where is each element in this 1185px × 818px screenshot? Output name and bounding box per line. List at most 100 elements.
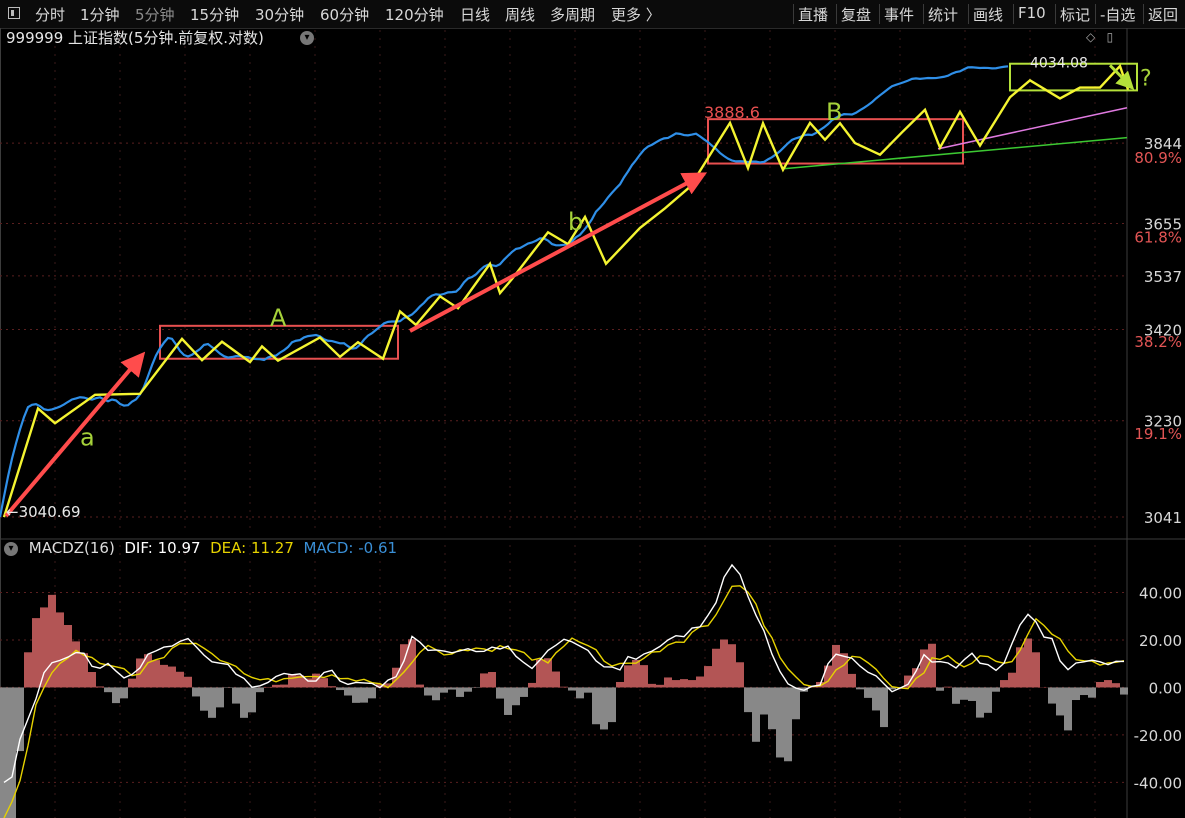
macd-bar	[960, 687, 968, 700]
macd-bar	[848, 673, 856, 688]
tab-1[interactable]: 1分钟	[80, 6, 120, 24]
macd-name: MACDZ(16)	[28, 539, 115, 557]
tab-separator	[968, 4, 969, 24]
macd-bar	[944, 686, 952, 688]
tab-3[interactable]: 15分钟	[190, 6, 240, 24]
function-tab-7[interactable]: -自选	[1100, 6, 1136, 24]
function-tab-3[interactable]: 统计	[928, 6, 959, 24]
tab-9[interactable]: 多周期	[550, 6, 596, 24]
macd-bar	[88, 672, 96, 688]
macd-bar	[448, 687, 456, 690]
window-controls[interactable]: ◇ ▯	[1086, 30, 1114, 44]
macd-bar	[1072, 687, 1080, 701]
macd-bar	[256, 687, 264, 693]
macd-bar	[648, 683, 656, 688]
macd-bar	[480, 673, 488, 688]
macd-bar	[344, 687, 352, 696]
macd-header: MACDZ(16) DIF: 10.97 DEA: 11.27 MACD: -0…	[6, 539, 397, 557]
fib-level-label: 61.8%	[1134, 229, 1182, 247]
macd-bar	[1016, 647, 1024, 688]
chevron-down-icon[interactable]: ▾	[300, 31, 314, 45]
macd-tick-label: 0.00	[1149, 679, 1182, 697]
macd-bar	[840, 653, 848, 688]
macd-bar	[832, 644, 840, 688]
macd-bar	[24, 652, 32, 688]
function-tab-0[interactable]: 直播	[798, 6, 829, 24]
macd-bar	[184, 676, 192, 688]
macd-bar	[192, 687, 200, 697]
macd-bar	[1080, 687, 1088, 696]
macd-bar	[32, 618, 40, 688]
period-toolbar: 分时 1分钟 5分钟 15分钟 30分钟 60分钟 120分钟 日线 周线 多周期 更多 〉 直播复…	[0, 0, 1185, 29]
tab-6[interactable]: 120分钟	[385, 6, 444, 24]
macd-bar	[432, 687, 440, 701]
tab-2[interactable]: 5分钟	[135, 6, 175, 24]
macd-bar	[208, 687, 216, 718]
macd-dif-value: DIF: 10.97	[124, 539, 201, 557]
macd-bar	[240, 687, 248, 718]
macd-bar	[416, 684, 424, 688]
tab-4[interactable]: 30分钟	[255, 6, 305, 24]
tab-10[interactable]: 更多 〉	[611, 6, 661, 24]
function-tab-8[interactable]: 返回	[1148, 6, 1179, 24]
macd-bar	[1096, 681, 1104, 688]
macd-bar	[16, 687, 24, 752]
macd-bar	[0, 687, 8, 689]
macd-bar	[888, 687, 896, 690]
macd-bar	[680, 679, 688, 688]
macd-bar	[776, 687, 784, 758]
macd-bar	[608, 687, 616, 723]
macd-bar	[280, 684, 288, 688]
function-tab-4[interactable]: 画线	[973, 6, 1004, 24]
function-tab-1[interactable]: 复盘	[841, 6, 872, 24]
macd-bar	[552, 671, 560, 688]
macd-bar	[752, 687, 760, 742]
trend-arrow-a	[4, 351, 146, 518]
macd-bar	[904, 675, 912, 688]
macd-tick-label: 40.00	[1139, 584, 1182, 602]
dea-line	[3, 585, 1125, 818]
macd-bar	[736, 662, 744, 688]
macd-bar	[128, 678, 136, 688]
function-tab-5[interactable]: F10	[1018, 4, 1046, 22]
tab-7[interactable]: 日线	[460, 6, 491, 24]
macd-bar	[544, 658, 552, 688]
fib-level-label: 80.9%	[1134, 149, 1182, 167]
indicator-menu-icon[interactable]: ▾	[4, 542, 18, 556]
macd-bar	[784, 687, 792, 762]
panel-toggle-icon[interactable]	[8, 7, 20, 19]
macd-bar	[768, 687, 776, 730]
macd-bar	[104, 687, 112, 693]
macd-dea-value: DEA: 11.27	[210, 539, 294, 557]
wave-label-B: B	[826, 98, 842, 126]
macd-bar	[792, 687, 800, 720]
tab-8[interactable]: 周线	[505, 6, 536, 24]
macd-bar	[288, 674, 296, 688]
macd-bar	[520, 687, 528, 697]
macd-bar	[440, 687, 448, 693]
high-price-label-b: 3888.6	[704, 103, 760, 122]
macd-bar	[232, 687, 240, 704]
function-tab-2[interactable]: 事件	[884, 6, 915, 24]
wave-label-A: A	[270, 304, 287, 332]
macd-tick-label: 20.00	[1139, 632, 1182, 650]
macd-bar	[96, 686, 104, 688]
macd-bar	[512, 687, 520, 706]
price-tick-label: 3844	[1144, 135, 1182, 153]
tab-separator	[923, 4, 924, 24]
tab-5[interactable]: 60分钟	[320, 6, 370, 24]
macd-bar	[872, 687, 880, 711]
tab-0[interactable]: 分时	[35, 6, 66, 24]
tab-separator	[1095, 4, 1096, 24]
price-tick-label: 3420	[1144, 322, 1182, 340]
macd-bar	[560, 686, 568, 688]
macd-bar	[632, 659, 640, 688]
macd-bar	[936, 687, 944, 691]
function-tab-6[interactable]: 标记	[1060, 6, 1091, 24]
fib-level-label: 19.1%	[1134, 425, 1182, 443]
macd-bar	[168, 666, 176, 688]
wave-label-a: a	[80, 424, 95, 452]
macd-bar	[304, 678, 312, 688]
tab-separator	[836, 4, 837, 24]
macd-bar	[144, 654, 152, 688]
